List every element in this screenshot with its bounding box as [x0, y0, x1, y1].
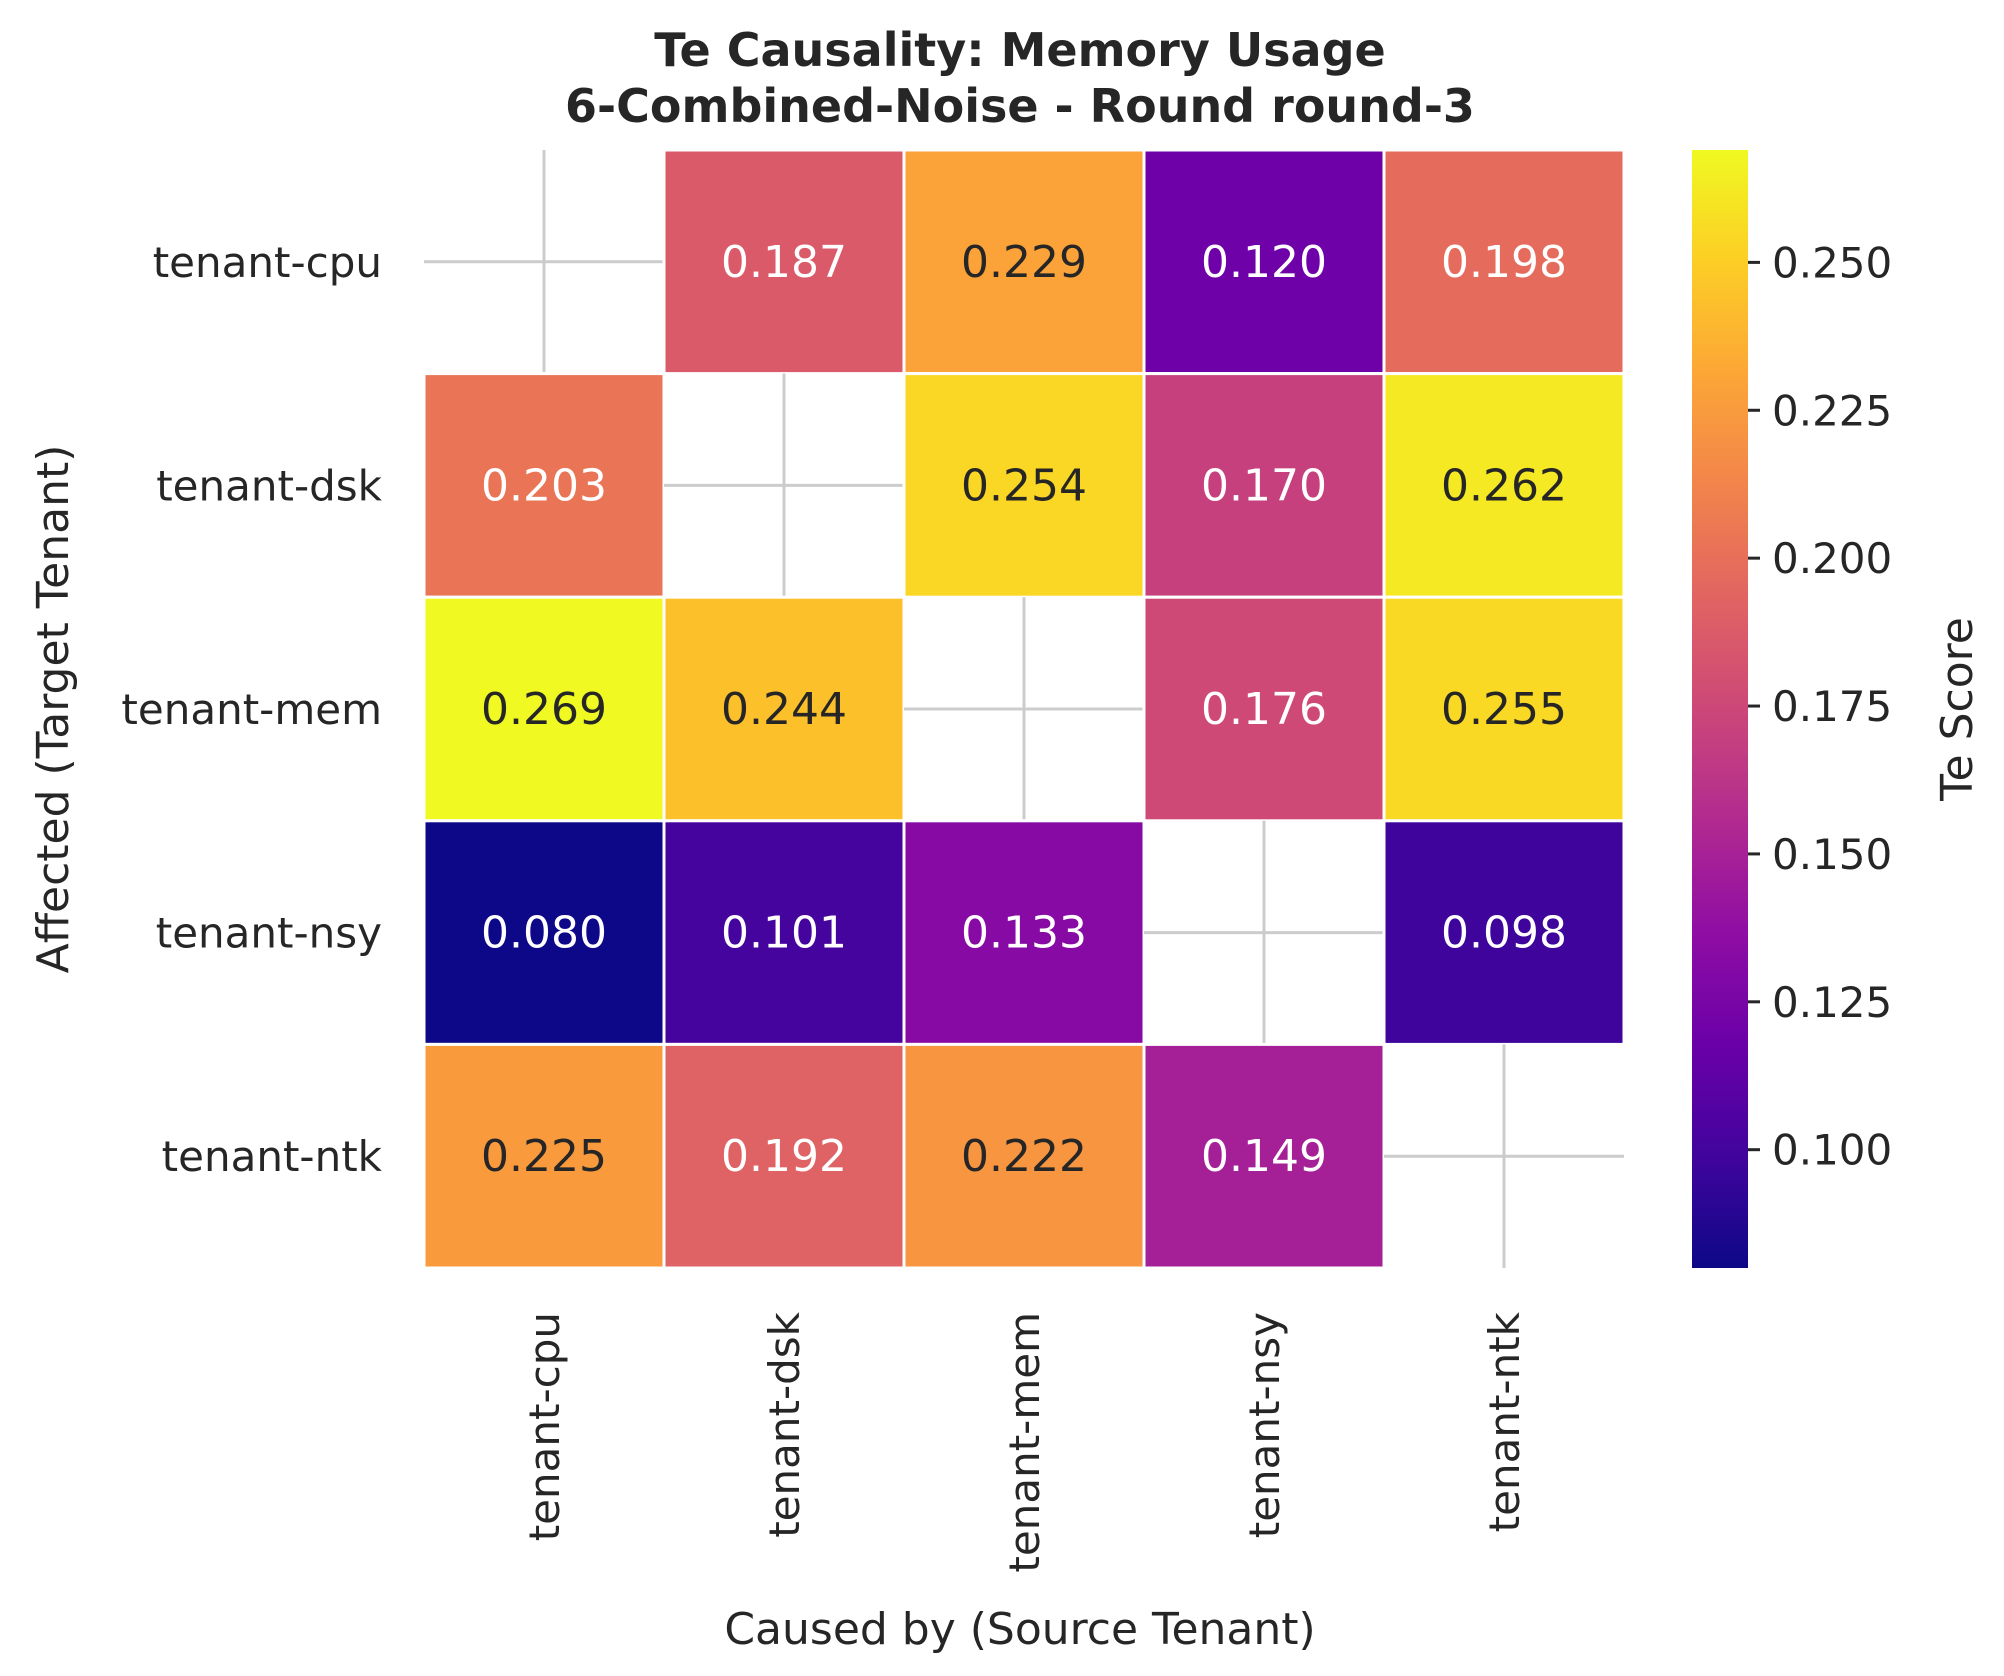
cell-value-label: 0.262 — [1441, 460, 1567, 511]
colorbar-tick-label: 0.225 — [1772, 386, 1892, 435]
heatmap-cell — [1382, 595, 1626, 823]
y-tick-label: tenant-mem — [121, 685, 382, 734]
colorbar-tick-label: 0.125 — [1772, 978, 1892, 1027]
x-axis-label: Caused by (Source Tenant) — [724, 1604, 1315, 1655]
heatmap-cell — [662, 595, 906, 823]
cell-value-label: 0.133 — [961, 908, 1087, 959]
chart-title: Te Causality: Memory Usage — [654, 23, 1385, 77]
cell-value-label: 0.269 — [481, 684, 607, 735]
heatmap-cell — [1382, 148, 1626, 376]
cell-value-label: 0.254 — [961, 460, 1087, 511]
heatmap-cell — [902, 372, 1146, 599]
chart-subtitle: 6-Combined-Noise - Round round-3 — [565, 79, 1475, 133]
cell-value-label: 0.192 — [721, 1131, 847, 1182]
y-tick-label: tenant-dsk — [156, 461, 382, 510]
cell-value-label: 0.244 — [721, 684, 847, 735]
heatmap-cell — [422, 1042, 666, 1270]
colorbar-tick-label: 0.200 — [1772, 534, 1892, 583]
colorbar-label: Te Score — [1932, 617, 1983, 802]
cell-value-label: 0.170 — [1201, 460, 1327, 511]
cell-value-label: 0.098 — [1441, 908, 1567, 959]
heatmap-cell — [1382, 819, 1626, 1046]
x-tick-label: tenant-dsk — [760, 1311, 809, 1537]
cell-value-label: 0.203 — [481, 460, 607, 511]
heatmap-cell — [662, 148, 906, 376]
cell-value-label: 0.080 — [481, 908, 607, 959]
heatmap-cell — [1142, 1042, 1386, 1270]
cell-value-label: 0.101 — [721, 908, 847, 959]
y-axis-label: Affected (Target Tenant) — [28, 445, 79, 974]
y-tick-label: tenant-nsy — [156, 909, 382, 958]
x-tick-label: tenant-cpu — [520, 1312, 569, 1541]
heatmap-cells: 0.187 0.229 0.120 0.198 0.203 0.254 0.170 0.262… — [422, 148, 1626, 1270]
heatmap-cell — [662, 819, 906, 1046]
cell-value-label: 0.229 — [961, 237, 1087, 288]
cell-value-label: 0.120 — [1201, 237, 1327, 288]
x-tick-label: tenant-ntk — [1480, 1311, 1529, 1532]
cell-value-label: 0.149 — [1201, 1131, 1327, 1182]
cell-value-label: 0.198 — [1441, 237, 1567, 288]
heatmap-cell — [422, 819, 666, 1046]
x-tick-label: tenant-nsy — [1240, 1312, 1289, 1538]
cell-value-label: 0.222 — [961, 1131, 1087, 1182]
heatmap-cell — [902, 148, 1146, 376]
y-tick-labels: tenant-cpu tenant-dsk tenant-mem tenant-nsy… — [121, 238, 382, 1181]
colorbar-tick-label: 0.250 — [1772, 238, 1892, 287]
y-tick-label: tenant-cpu — [153, 238, 382, 287]
colorbar-ticks: 0.100 0.125 0.150 0.175 0.200 0.225 0.250 — [1748, 238, 1892, 1175]
cell-value-label: 0.255 — [1441, 684, 1567, 735]
colorbar-tick-label: 0.150 — [1772, 830, 1892, 879]
x-tick-labels: tenant-cpu tenant-dsk tenant-mem tenant-nsy… — [520, 1311, 1529, 1572]
heatmap-cell — [1142, 595, 1386, 823]
y-tick-label: tenant-ntk — [162, 1132, 383, 1181]
heatmap-cell — [1142, 148, 1386, 376]
colorbar — [1692, 150, 1748, 1268]
colorbar-tick-label: 0.175 — [1772, 682, 1892, 731]
heatmap-cell — [902, 1042, 1146, 1270]
x-tick-label: tenant-mem — [1000, 1312, 1049, 1573]
heatmap-cell — [422, 595, 666, 823]
cell-value-label: 0.225 — [481, 1131, 607, 1182]
heatmap-cell — [1382, 372, 1626, 599]
colorbar-tick-label: 0.100 — [1772, 1126, 1892, 1175]
cell-value-label: 0.187 — [721, 237, 847, 288]
heatmap-cell — [662, 1042, 906, 1270]
cell-value-label: 0.176 — [1201, 684, 1327, 735]
